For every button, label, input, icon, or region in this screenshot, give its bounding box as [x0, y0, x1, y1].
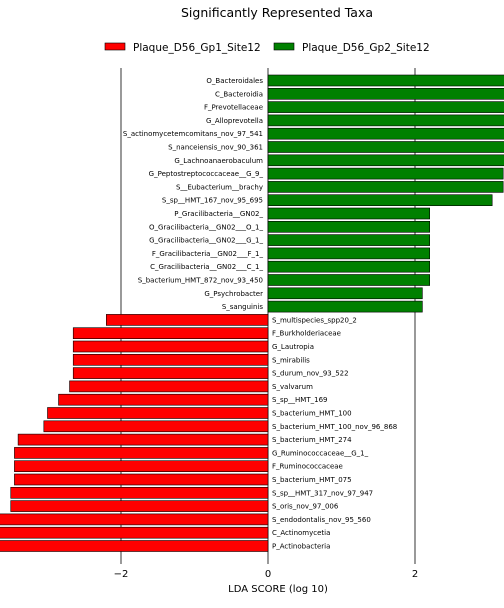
- legend-label-gp1: Plaque_D56_Gp1_Site12: [133, 42, 261, 54]
- bar: [267, 287, 423, 300]
- bar: [267, 141, 504, 153]
- bar: [0, 526, 269, 539]
- bar: [72, 327, 269, 340]
- bar: [267, 221, 430, 233]
- bar-label: S_actinomycetemcomitans_nov_97_541: [123, 130, 263, 138]
- bar: [267, 127, 504, 140]
- bar-label: S_sp__HMT_317_nov_97_947: [272, 489, 373, 497]
- bar-label: O_Gracilibacteria__GN02___O_1_: [149, 223, 264, 231]
- bar-label: G_Psychrobacter: [204, 290, 263, 298]
- bar: [14, 460, 269, 473]
- bar: [72, 340, 269, 353]
- x-axis-label: LDA SCORE (log 10): [228, 584, 328, 595]
- bar-label: F_Gracilibacteria__GN02___F_1_: [152, 250, 264, 258]
- bar-label: S_mirabilis: [272, 356, 310, 364]
- x-tick-label: 0: [265, 569, 271, 580]
- bar-label: O_Bacteroidales: [206, 77, 263, 85]
- bar: [267, 300, 423, 313]
- bar-label: G_Lautropia: [272, 343, 314, 351]
- bar-label: S_bacterium_HMT_274: [272, 436, 352, 444]
- bar-label: S_multispecies_spp20_2: [272, 316, 357, 324]
- bars: [0, 74, 504, 552]
- bar: [267, 101, 504, 113]
- bar-label: C_Actinomycetia: [272, 529, 330, 537]
- bar: [267, 274, 430, 286]
- x-tick-label: 2: [412, 569, 418, 580]
- bar: [43, 420, 269, 433]
- bar-label: S_durum_nov_93_522: [272, 370, 349, 378]
- bar: [69, 380, 269, 393]
- bar-label: G_Lachnoanaerobaculum: [174, 157, 263, 165]
- bar-label: C_Bacteroidia: [215, 90, 263, 98]
- bar: [47, 407, 269, 419]
- bar: [267, 194, 493, 206]
- bar: [267, 247, 430, 260]
- bar: [14, 447, 269, 459]
- bar: [0, 540, 269, 552]
- bar: [267, 207, 430, 220]
- bar-label: P_Gracilibacteria__GN02_: [174, 210, 263, 218]
- bar-label: G_Peptostreptococcaceae__G_9_: [149, 170, 264, 178]
- bar: [267, 181, 504, 193]
- bar: [267, 234, 430, 246]
- bar-label: S_oris_nov_97_006: [272, 503, 339, 511]
- bar: [106, 314, 269, 326]
- bar-label: S_sp__HMT_167_nov_95_695: [162, 197, 263, 205]
- bar: [267, 167, 504, 180]
- chart-title: Significantly Represented Taxa: [181, 5, 373, 20]
- legend-swatch-gp2: [273, 42, 295, 51]
- legend-label-gp2: Plaque_D56_Gp2_Site12: [302, 42, 430, 54]
- legend-swatch-gp1: [104, 42, 126, 51]
- bar-label: S_bacterium_HMT_100: [272, 410, 352, 418]
- bar-label: G_Ruminococcaceae__G_1_: [272, 449, 369, 457]
- bar: [267, 88, 504, 100]
- bar: [267, 260, 430, 273]
- bar-labels: O_Bacteroidales C_Bacteroidia F_Prevotella…: [123, 77, 397, 551]
- bar-label: S_endodontalis_nov_95_560: [272, 516, 371, 524]
- bar-label: S__Eubacterium__brachy: [176, 183, 263, 191]
- bar-label: F_Ruminococcaceae: [272, 463, 343, 471]
- bar: [72, 367, 269, 379]
- bar-label: S_bacterium_HMT_075: [272, 476, 352, 484]
- bar-label: G_Gracilibacteria__GN02___G_1_: [149, 237, 263, 245]
- bar-label: F_Prevotellaceae: [204, 104, 263, 112]
- bar-label: S_sp__HMT_169: [272, 396, 327, 404]
- bar: [10, 500, 269, 512]
- bar: [0, 513, 269, 526]
- bar-label: C_Gracilibacteria__GN02___C_1_: [150, 263, 263, 271]
- bar-label: G_Alloprevotella: [206, 117, 263, 125]
- bar-label: S_bacterium_HMT_872_nov_93_450: [138, 277, 263, 285]
- bar-label: S_nanceiensis_nov_90_361: [168, 144, 263, 152]
- bar-label: S_sanguinis: [222, 303, 264, 311]
- bar: [72, 353, 269, 366]
- bar: [267, 74, 504, 87]
- bar: [10, 486, 269, 499]
- x-tick-label: −2: [114, 569, 129, 580]
- x-axis: −4−2024: [114, 560, 418, 580]
- bar-label: S_bacterium_HMT_100_nov_96_868: [272, 423, 397, 431]
- bar-label: P_Actinobacteria: [272, 543, 330, 551]
- bar-label: S_valvarum: [272, 383, 313, 391]
- bar: [58, 393, 269, 406]
- bar: [267, 114, 504, 127]
- bar-label: F_Burkholderiaceae: [272, 330, 341, 338]
- legend: Plaque_D56_Gp1_Site12 Plaque_D56_Gp2_Sit…: [104, 42, 430, 54]
- bar: [267, 154, 504, 167]
- bar: [14, 473, 269, 486]
- bar: [17, 433, 269, 446]
